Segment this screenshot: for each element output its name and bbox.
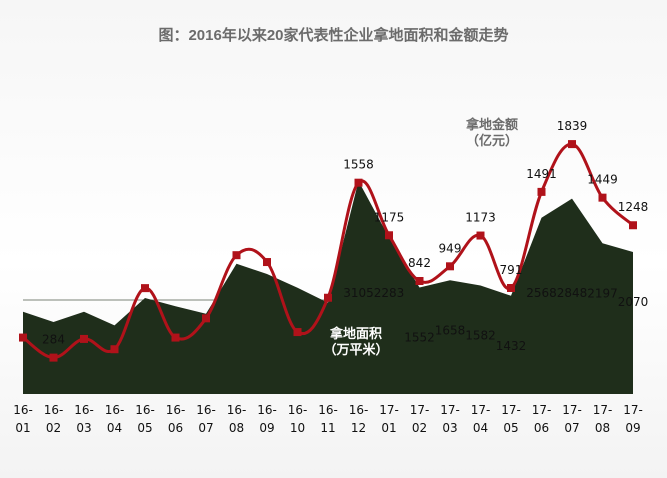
x-tick-label: 16-08	[227, 403, 247, 435]
x-tick-label: 17-02	[410, 403, 430, 435]
area-data-label: 2283	[374, 286, 405, 300]
amount-point	[263, 258, 271, 267]
amount-point	[598, 193, 607, 202]
amount-data-label: 1248	[618, 200, 649, 214]
x-tick-label: 16-01	[13, 403, 33, 435]
amount-data-label: 949	[439, 241, 462, 255]
x-tick-label: 17-04	[471, 403, 491, 435]
amount-point	[141, 284, 149, 293]
amount-point	[110, 345, 119, 354]
amount-data-label: 1175	[374, 210, 405, 224]
chart-title: 图：2016年以来20家代表性企业拿地面积和金额走势	[158, 27, 509, 44]
amount-data-label: 842	[408, 256, 431, 270]
area-data-label: 3105	[343, 286, 374, 300]
area-data-label: 1582	[465, 328, 496, 342]
area-data-label: 1658	[435, 323, 466, 337]
x-tick-label: 16-07	[196, 403, 216, 435]
amount-data-label: 791	[500, 263, 523, 277]
x-tick-label: 16-12	[349, 403, 369, 435]
amount-data-label: 1491	[526, 167, 557, 181]
amount-point	[568, 140, 576, 149]
area-data-label: 2568	[526, 286, 557, 300]
amount-data-label: 1173	[465, 211, 496, 225]
data-labels-layer: 284 1558 1175 842 949 1173 791 1491 1839 14491248…	[42, 119, 648, 353]
legend-area-label: 拿地面积（万平米）	[323, 326, 388, 358]
amount-point	[202, 314, 210, 323]
amount-point	[446, 262, 454, 271]
x-axis-ticks: 16-01 16-02 16-03 16-04 16-05 16-06 16-07 16-08…	[13, 403, 643, 435]
line-series-layer	[19, 140, 637, 362]
amount-point	[171, 333, 180, 342]
x-tick-label: 16-11	[318, 403, 338, 435]
x-tick-label: 16-09	[257, 403, 277, 435]
amount-point	[507, 283, 515, 292]
amount-point	[49, 353, 58, 362]
amount-data-label: 1449	[587, 173, 618, 187]
x-tick-label: 17-08	[593, 403, 613, 435]
x-tick-label: 16-04	[105, 403, 125, 435]
amount-data-label: 1558	[343, 158, 374, 172]
x-tick-label: 17-01	[379, 403, 399, 435]
amount-point	[415, 276, 424, 285]
area-data-label: 2197	[587, 286, 618, 300]
amount-point	[385, 231, 393, 240]
area-data-label: 2848	[557, 286, 588, 300]
x-tick-label: 16-06	[166, 403, 186, 435]
amount-series-line	[22, 142, 634, 360]
x-tick-label: 16-05	[135, 403, 155, 435]
amount-point	[19, 333, 27, 342]
x-tick-label: 17-07	[562, 403, 582, 435]
amount-point	[354, 178, 363, 187]
x-tick-label: 17-05	[501, 403, 521, 435]
amount-data-label: 1839	[557, 119, 588, 133]
amount-point	[232, 251, 241, 260]
x-tick-label: 17-09	[623, 403, 643, 435]
amount-point	[629, 221, 637, 230]
amount-point	[80, 334, 88, 343]
x-tick-label: 17-03	[440, 403, 460, 435]
area-data-label: 2070	[618, 295, 649, 309]
amount-data-label: 284	[42, 333, 65, 347]
area-data-label: 1552	[404, 331, 435, 345]
amount-point	[476, 231, 485, 240]
amount-point	[537, 187, 546, 196]
area-data-label: 1432	[496, 339, 527, 353]
x-tick-label: 16-03	[74, 403, 94, 435]
amount-point	[324, 293, 332, 302]
legend-amount-label: 拿地金额（亿元）	[465, 117, 518, 149]
amount-point	[293, 328, 302, 337]
x-tick-label: 16-10	[288, 403, 308, 435]
x-tick-label: 16-02	[44, 403, 64, 435]
x-tick-label: 17-06	[532, 403, 552, 435]
